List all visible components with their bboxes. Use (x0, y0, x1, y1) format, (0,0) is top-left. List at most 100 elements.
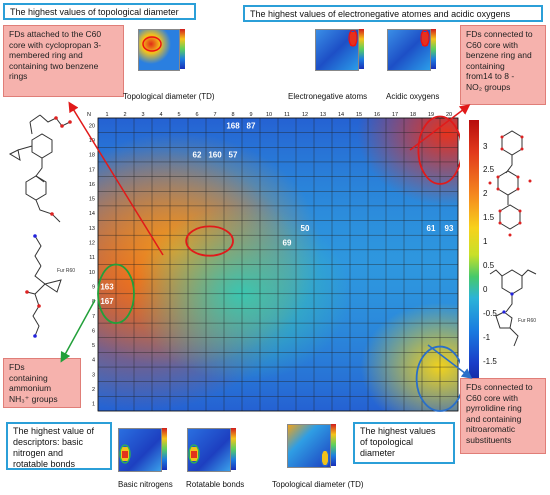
map-column-label: 9 (249, 112, 252, 118)
bottom-right-title-line: of topological (360, 437, 414, 447)
cbar-tick: 0.5 (483, 261, 495, 270)
bottom-right-title-line: diameter (360, 448, 396, 458)
callout-top-left: FDs attached to the C60 core with cyclop… (3, 25, 124, 97)
bottom-left-title-line: The highest value of (13, 426, 95, 436)
map-column-label: 18 (410, 112, 416, 118)
map-column-label: 5 (177, 112, 180, 118)
caption-electronegative-atoms: Electronegative atoms (288, 92, 368, 101)
map-column-label: 6 (195, 112, 198, 118)
ellipse-cyclopropane (185, 225, 234, 257)
cbar-tick: -0.5 (483, 309, 497, 318)
map-row-label: 16 (89, 182, 95, 188)
callout-bottom-right: FDs connected to C60 core with pyrrolidi… (460, 378, 546, 454)
cbar-tick: -1 (483, 333, 491, 342)
self-organizing-map: N 1 2 3 4 5 6 7 8 9 10 11 12 13 14 15 16 17 18 19 2020191817… (87, 112, 460, 412)
callout-line: containing (466, 60, 505, 71)
map-column-label: 15 (356, 112, 362, 118)
map-highlight-label: 69 (283, 239, 292, 248)
map-column-label: 11 (284, 112, 290, 118)
map-column-label: 20 (446, 112, 452, 118)
thumb-en-colorbar (359, 29, 364, 69)
bottom-left-title-box: The highest value of descriptors: basic … (6, 422, 112, 470)
callout-line: substituents (466, 434, 512, 445)
caption-top-td: Topological diameter (TD) (123, 92, 215, 101)
map-highlight-label: 167 (100, 297, 114, 306)
map-row-label: 4 (92, 358, 95, 364)
caption-bottom-td: Topological diameter (TD) (272, 480, 364, 489)
map-row-label: 18 (89, 153, 95, 159)
callout-line: FDs attached to the C60 (9, 29, 102, 39)
cbar-tick: 2.5 (483, 165, 495, 174)
map-highlight-label: 50 (301, 224, 310, 233)
map-row-label: 17 (89, 167, 95, 173)
callout-line: pyrrolidine ring (466, 403, 522, 413)
map-row-label: 8 (92, 299, 95, 305)
fur-label-a: Fur R60 (57, 268, 75, 274)
callout-line: FDs connected to (466, 382, 533, 392)
thumb-topological-diameter-bottom (287, 424, 331, 468)
map-column-label: 10 (266, 112, 272, 118)
callout-line: NO₂ groups (466, 81, 511, 92)
map-column-label: 12 (302, 112, 308, 118)
map-highlight-label: 168 (226, 121, 240, 130)
callout-line: from14 to 8 - (466, 71, 515, 81)
molecule-nitroaromatic (488, 130, 532, 237)
map-column-label: 8 (231, 112, 234, 118)
top-right-title: The highest values of electronegative at… (250, 9, 511, 19)
map-row-label: 19 (89, 138, 95, 144)
map-row-label: 20 (89, 123, 95, 129)
map-column-label: 17 (392, 112, 398, 118)
thumb-electronegative-atoms (315, 29, 359, 71)
map-column-label: 14 (338, 112, 344, 118)
cbar-tick: 2 (483, 189, 488, 198)
map-row-label: 9 (92, 284, 95, 290)
thumb-acidic-oxygens (387, 29, 431, 71)
caption-rotatable-bonds: Rotatable bonds (186, 480, 245, 489)
map-row-label: 11 (89, 255, 95, 261)
map-highlight-label: 163 (100, 282, 114, 291)
callout-line: containing (9, 372, 48, 383)
map-highlight-label: 87 (247, 121, 256, 130)
cbar-tick: -1.5 (483, 357, 497, 366)
thumb-rotatable-bonds (187, 428, 231, 472)
thumb-bn-colorbar (162, 428, 167, 470)
callout-line: nitroaromatic (466, 424, 516, 434)
top-left-title: The highest values of topological diamet… (10, 7, 179, 17)
thumb-ao-colorbar (431, 29, 436, 69)
caption-basic-nitrogens: Basic nitrogens (118, 480, 173, 489)
callout-top-right: FDs connected to C60 core with benzene r… (460, 25, 546, 105)
map-row-label: 2 (92, 387, 95, 393)
callout-line: containing two benzene (9, 60, 99, 71)
map-highlight-label: 61 (427, 224, 436, 233)
cbar-tick: 1 (483, 237, 488, 246)
callout-line: benzene ring and (466, 50, 532, 60)
bottom-right-title-box: The highest values of topological diamet… (353, 422, 455, 464)
map-column-label: 19 (428, 112, 434, 118)
fur-label-b: Fur R60 (518, 318, 536, 324)
map-row-label: 10 (89, 270, 95, 276)
callout-line: rings (9, 71, 28, 81)
map-column-label: 13 (320, 112, 326, 118)
callout-line: core with cyclopropan 3- (9, 39, 102, 50)
callout-line: FDs connected to (466, 29, 533, 39)
cbar-tick: 0 (483, 285, 488, 294)
bottom-left-title-line: descriptors: basic nitrogen and (13, 437, 84, 458)
map-row-label: 15 (89, 197, 95, 203)
ellipse-ammonium (97, 263, 135, 324)
map-row-label: 14 (89, 211, 95, 217)
thumb-rb-colorbar (231, 428, 236, 470)
cbar-tick: 1.5 (483, 213, 495, 222)
callout-line: membered ring and (9, 50, 83, 60)
map-highlight-label: 93 (445, 224, 454, 233)
top-left-title-box: The highest values of topological diamet… (3, 3, 196, 20)
caption-acidic-oxygens: Acidic oxygens (386, 92, 440, 101)
map-column-label: 3 (141, 112, 144, 118)
map-highlight-label: 160 (208, 151, 222, 160)
top-right-title-box: The highest values of electronegative at… (243, 5, 543, 22)
bottom-right-title-line: The highest values (360, 426, 436, 436)
callout-line: C60 core with (466, 39, 518, 50)
thumb-basic-nitrogens (118, 428, 162, 472)
map-row-label: 1 (92, 402, 95, 408)
map-row-label: 13 (89, 226, 95, 232)
map-column-label: 2 (123, 112, 126, 118)
